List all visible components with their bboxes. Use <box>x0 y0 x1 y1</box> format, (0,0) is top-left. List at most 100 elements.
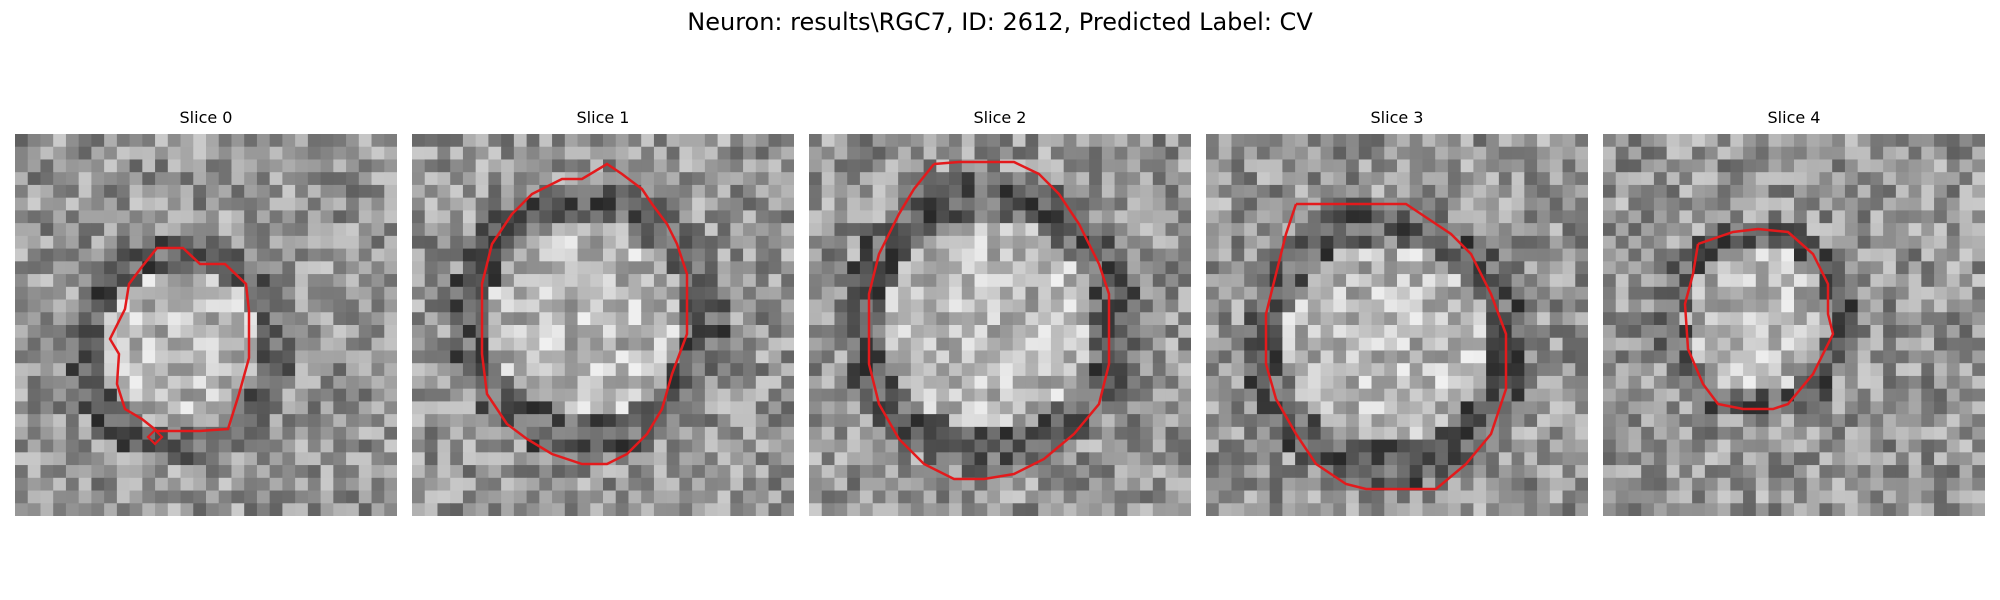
pixel <box>53 223 67 237</box>
pixel <box>244 274 258 288</box>
pixel <box>743 350 757 364</box>
pixel <box>1371 426 1385 441</box>
pixel <box>15 299 29 313</box>
pixel <box>1806 286 1820 301</box>
pixel <box>1498 134 1513 148</box>
pixel <box>641 363 655 377</box>
pixel <box>116 426 131 441</box>
pixel <box>1152 286 1167 301</box>
pixel <box>78 235 92 250</box>
pixel <box>1679 172 1693 186</box>
pixel <box>1076 325 1090 339</box>
pixel <box>1409 286 1423 301</box>
pixel <box>320 286 334 301</box>
pixel <box>1473 477 1487 492</box>
pixel <box>462 350 477 364</box>
pixel <box>513 210 528 224</box>
pixel <box>1063 363 1077 377</box>
pixel <box>371 337 385 351</box>
pixel <box>1012 235 1026 250</box>
pixel <box>116 363 131 377</box>
pixel <box>768 223 782 237</box>
pixel <box>1050 401 1065 415</box>
pixel <box>936 210 950 224</box>
pixel <box>821 401 835 415</box>
pixel <box>1256 184 1271 199</box>
pixel <box>269 401 283 415</box>
pixel <box>78 312 92 326</box>
pixel <box>1921 337 1935 351</box>
pixel <box>206 286 220 301</box>
pixel <box>730 274 744 288</box>
pixel <box>1012 223 1026 237</box>
pixel <box>155 134 169 148</box>
pixel <box>923 312 937 326</box>
pixel <box>1206 159 1220 173</box>
pixel <box>1692 465 1706 479</box>
pixel <box>1857 337 1871 351</box>
pixel <box>1959 312 1973 326</box>
pixel <box>1333 325 1347 339</box>
pixel <box>885 388 899 402</box>
pixel <box>1921 261 1935 275</box>
pixel <box>1114 452 1128 466</box>
pixel <box>949 452 963 466</box>
pixel <box>142 337 156 351</box>
pixel <box>1206 375 1220 390</box>
pixel <box>1320 363 1334 377</box>
pixel <box>1628 414 1642 428</box>
pixel <box>1870 414 1884 428</box>
pixel <box>231 146 245 160</box>
pixel <box>821 134 835 148</box>
pixel <box>1244 248 1258 262</box>
pixel <box>1562 375 1576 390</box>
pixel <box>78 414 92 428</box>
pixel <box>231 210 245 224</box>
pixel <box>346 223 360 237</box>
pixel <box>1857 490 1871 504</box>
pixel <box>1692 388 1706 402</box>
pixel <box>872 375 886 390</box>
pixel <box>1397 465 1411 479</box>
pixel <box>437 401 451 415</box>
pixel <box>1755 248 1770 262</box>
pixel <box>1206 197 1220 211</box>
pixel <box>1409 414 1423 428</box>
pixel <box>320 248 334 262</box>
pixel <box>704 414 719 428</box>
pixel <box>781 414 794 428</box>
pixel <box>1781 363 1795 377</box>
pixel <box>358 248 373 262</box>
pixel <box>1857 248 1871 262</box>
pixel <box>488 261 502 275</box>
pixel <box>1127 439 1141 453</box>
pixel <box>231 261 245 275</box>
pixel <box>450 299 464 313</box>
pixel <box>1704 363 1719 377</box>
pixel <box>1653 286 1668 301</box>
pixel <box>923 414 937 428</box>
pixel <box>1972 159 1985 173</box>
pixel <box>155 197 169 211</box>
pixel <box>1447 210 1462 224</box>
pixel <box>1178 337 1191 351</box>
pixel <box>78 248 92 262</box>
pixel <box>180 134 194 148</box>
pixel <box>15 312 29 326</box>
pixel <box>847 426 861 441</box>
pixel <box>1178 299 1191 313</box>
pixel <box>256 388 271 402</box>
pixel <box>1114 363 1128 377</box>
pixel <box>1794 223 1808 237</box>
pixel <box>1178 312 1191 326</box>
pixel <box>475 223 489 237</box>
pixel <box>1063 312 1077 326</box>
pixel <box>641 235 655 250</box>
pixel <box>142 223 156 237</box>
pixel <box>1127 337 1141 351</box>
pixel <box>590 223 604 237</box>
pixel <box>1921 350 1935 364</box>
pixel <box>269 503 283 516</box>
pixel <box>628 159 642 173</box>
pixel <box>1781 337 1795 351</box>
